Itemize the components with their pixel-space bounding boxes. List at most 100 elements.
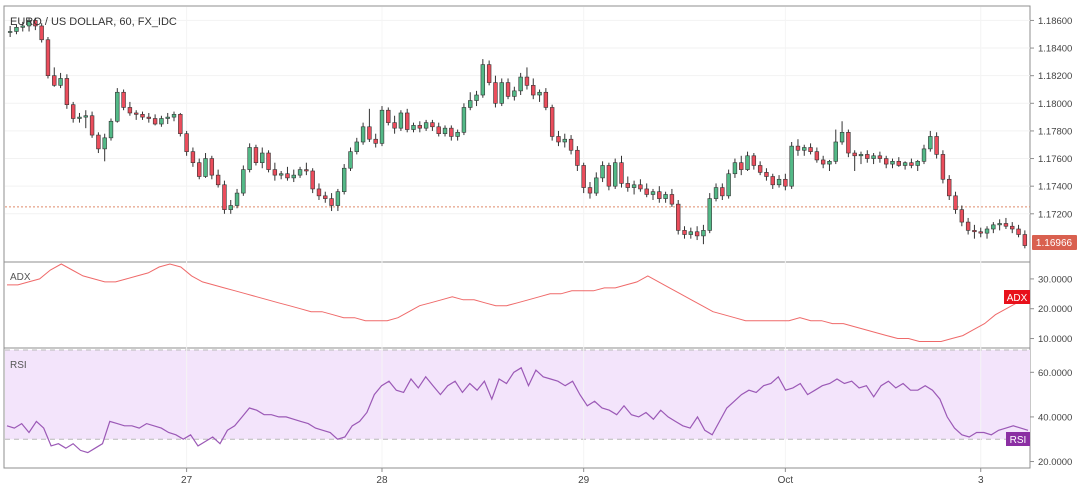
candle xyxy=(1003,217,1009,229)
candle xyxy=(606,162,612,191)
candle-body xyxy=(442,127,448,134)
candle xyxy=(455,129,460,141)
adx-pane-title: ADX xyxy=(10,272,31,283)
candle xyxy=(7,25,13,38)
candle-body xyxy=(323,195,328,199)
candle xyxy=(197,158,202,180)
candle-body xyxy=(896,161,901,166)
candle-body xyxy=(379,109,385,144)
candle-body xyxy=(625,183,630,188)
candle-body xyxy=(694,231,700,237)
candle-body xyxy=(808,147,813,152)
candle xyxy=(1010,222,1015,234)
candle xyxy=(386,107,391,126)
price-tick-label: 1.17800 xyxy=(1038,126,1072,137)
candle-body xyxy=(197,162,202,177)
candle xyxy=(247,143,252,173)
candle xyxy=(121,89,126,111)
candle xyxy=(58,72,63,89)
candle xyxy=(890,158,895,169)
candle-body xyxy=(991,224,996,230)
candle-body xyxy=(871,155,876,159)
candle xyxy=(480,59,486,98)
rsi-badge-bg xyxy=(1006,432,1030,446)
candle-body xyxy=(997,223,1002,226)
candle-body xyxy=(228,205,233,210)
candle-body xyxy=(449,127,454,137)
candle xyxy=(423,119,429,131)
adx-line xyxy=(7,263,1029,342)
candle-body xyxy=(96,134,101,150)
candle-body xyxy=(64,78,70,105)
candle-body xyxy=(127,107,133,114)
candle-body xyxy=(159,118,164,125)
candle xyxy=(278,170,284,180)
candle-body xyxy=(468,100,473,108)
rsi-tick-label: 60.0000 xyxy=(1038,368,1072,379)
rsi-badge: RSI xyxy=(1010,435,1027,446)
candle-body xyxy=(405,112,410,130)
candle-body xyxy=(606,165,612,187)
candle xyxy=(430,119,435,131)
price-tick-label: 1.18000 xyxy=(1038,99,1072,110)
candle-body xyxy=(902,162,908,166)
candle-body xyxy=(568,138,574,151)
candle-body xyxy=(304,169,309,172)
candle-body xyxy=(222,184,227,210)
rsi-pane-title: RSI xyxy=(10,360,27,371)
candle xyxy=(997,219,1002,231)
price-tick-label: 1.18200 xyxy=(1038,71,1072,82)
candle-body xyxy=(707,198,712,231)
candle xyxy=(348,147,353,171)
time-tick-label: 27 xyxy=(181,475,193,486)
candle-body xyxy=(499,82,504,104)
candle xyxy=(581,162,586,194)
candle xyxy=(650,188,656,200)
candle-body xyxy=(203,158,208,177)
candle xyxy=(839,121,845,145)
candle xyxy=(260,147,265,169)
candle xyxy=(745,151,750,171)
rsi-tick-label: 40.0000 xyxy=(1038,412,1072,423)
candle xyxy=(436,122,441,137)
candle xyxy=(234,188,240,209)
candle-body xyxy=(58,78,63,86)
candle xyxy=(20,21,25,32)
price-tick-label: 1.18600 xyxy=(1038,16,1072,27)
rsi-axis-ticks: 60.0000 40.0000 20.0000 xyxy=(1030,368,1072,468)
candle-body xyxy=(89,115,95,136)
candle xyxy=(33,17,38,31)
candle xyxy=(115,88,120,123)
candle-body xyxy=(398,112,404,129)
candle-body xyxy=(505,82,511,97)
candle xyxy=(682,226,687,239)
candle xyxy=(701,224,706,245)
candle-body xyxy=(33,20,38,27)
candle xyxy=(39,23,44,43)
candle xyxy=(631,180,637,195)
candle-body xyxy=(455,132,460,137)
candle-body xyxy=(316,188,322,197)
candle xyxy=(329,193,334,212)
candle-body xyxy=(430,122,435,128)
candle-body xyxy=(575,149,580,166)
candle xyxy=(657,186,662,203)
candle xyxy=(360,122,366,145)
candle xyxy=(795,139,801,156)
candle-body xyxy=(537,91,542,96)
candle-body xyxy=(121,91,126,108)
candle-body xyxy=(278,173,284,176)
candle-body xyxy=(884,158,889,165)
candle-body xyxy=(669,194,675,205)
candle xyxy=(152,114,158,126)
candle-body xyxy=(392,122,397,129)
candle-body xyxy=(720,187,725,197)
candle xyxy=(820,155,826,169)
candle-body xyxy=(713,187,719,199)
candle-body xyxy=(209,158,215,176)
candle-body xyxy=(266,152,271,170)
candle xyxy=(638,179,643,192)
candle-body xyxy=(512,90,517,97)
candle xyxy=(594,172,599,196)
candle xyxy=(398,110,404,131)
